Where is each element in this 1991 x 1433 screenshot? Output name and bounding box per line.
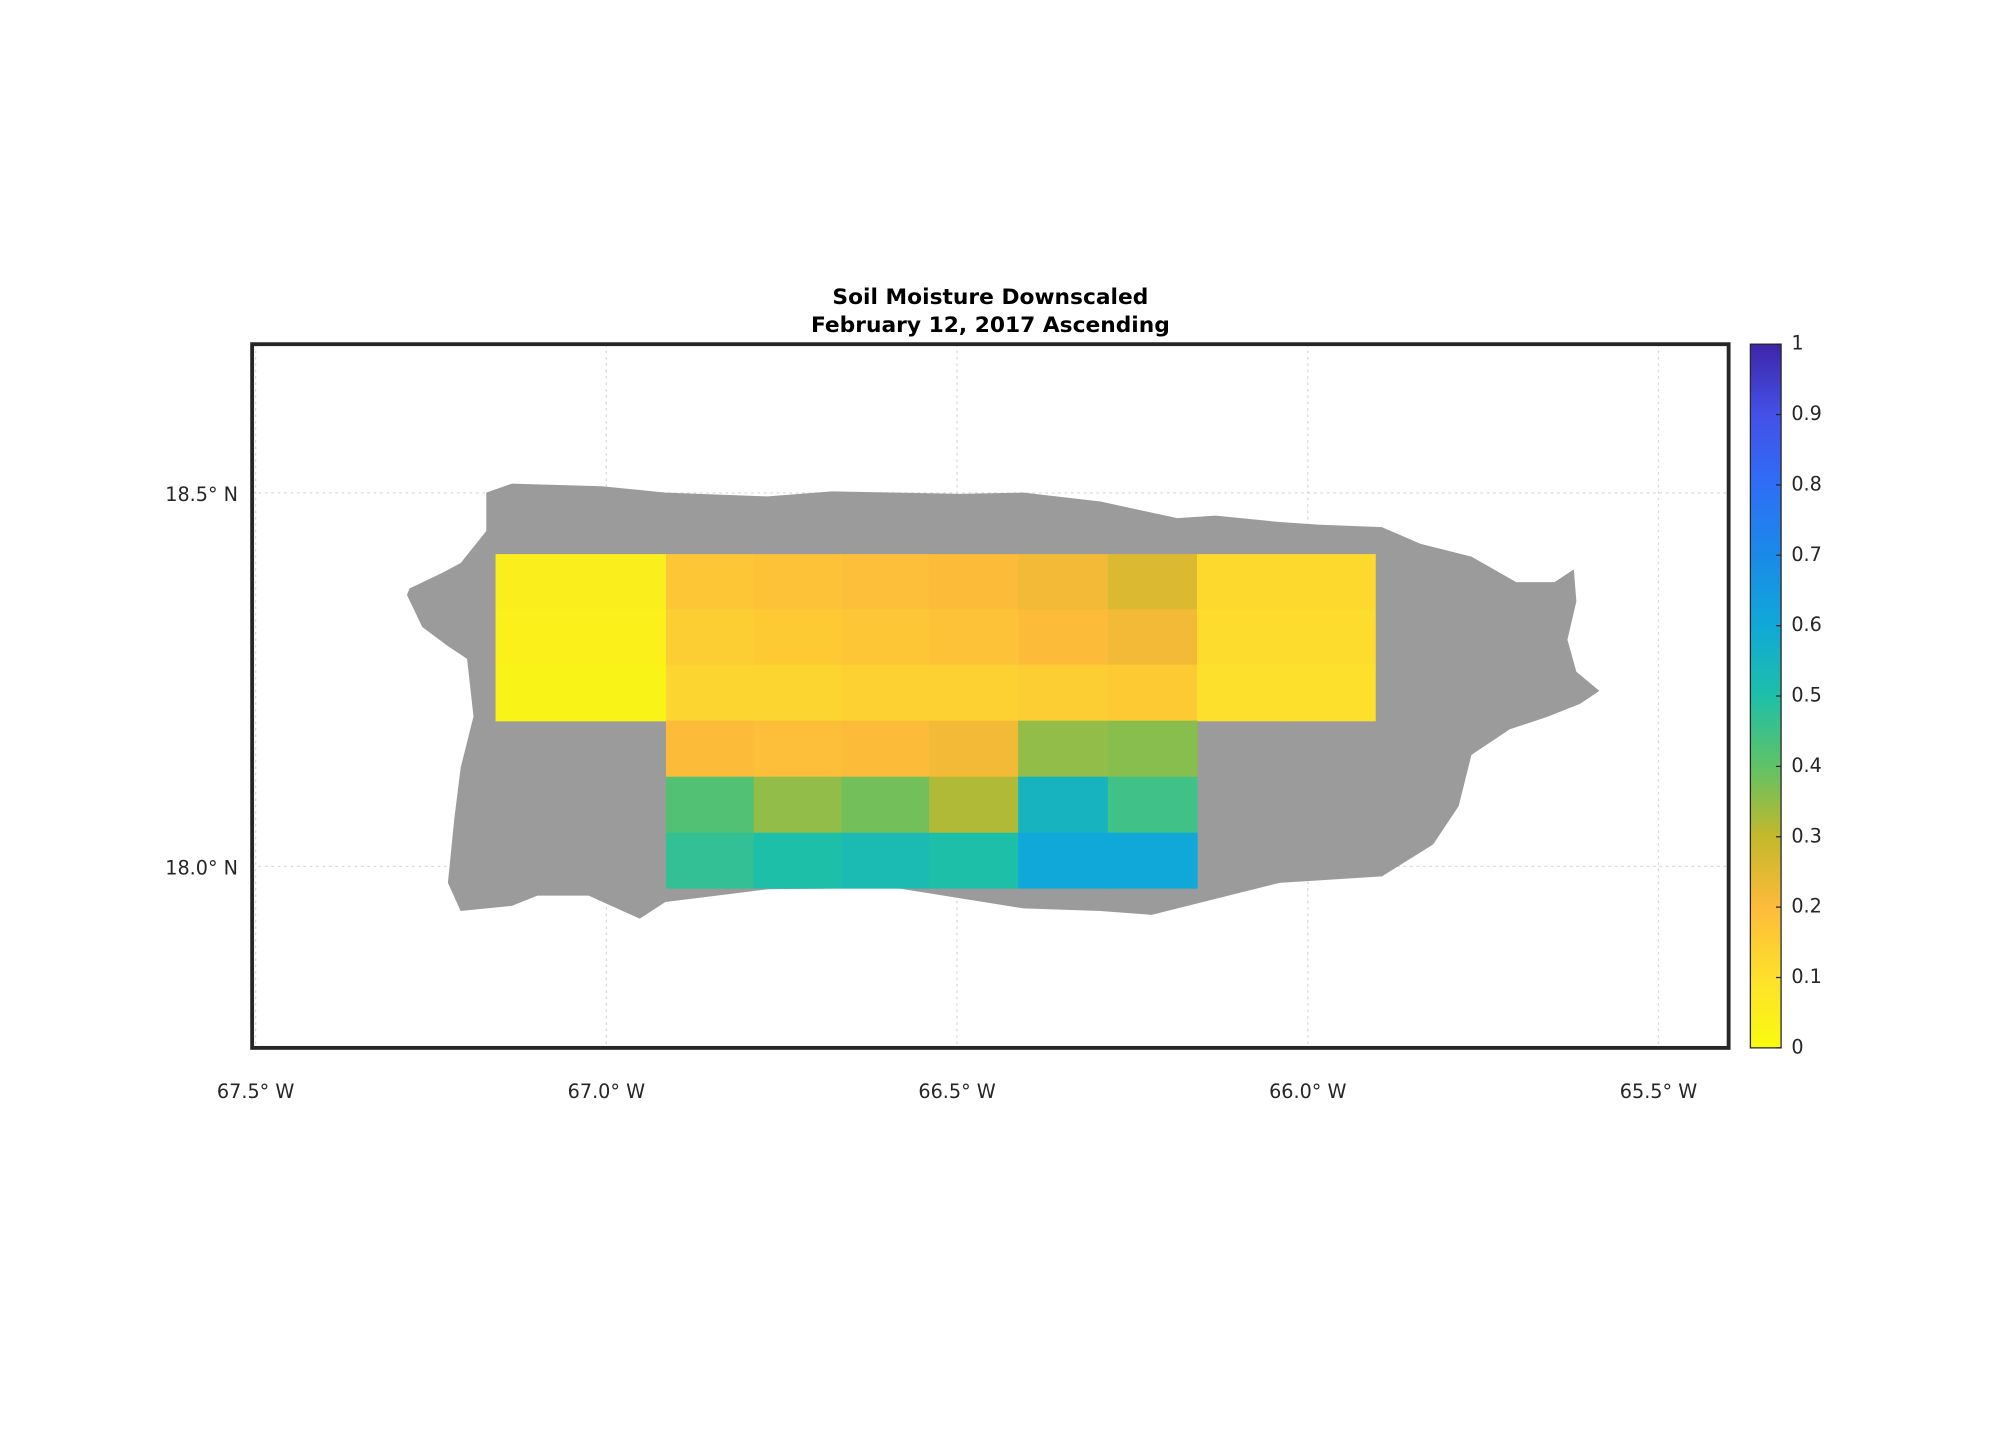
cell [495,664,582,722]
cell [929,554,1019,611]
cell [1018,776,1109,834]
cell [665,664,755,722]
cell [929,720,1019,778]
cell [929,776,1019,834]
cell [1018,554,1109,611]
colorbar-tick-label: 0.9 [1791,402,1822,425]
cell [1196,664,1288,722]
cell [1107,832,1198,889]
cell [1018,832,1109,889]
cell [841,664,930,722]
cell [929,664,1019,722]
cell [1107,776,1198,834]
colorbar-tick-label: 0.2 [1791,895,1822,918]
cell [1107,720,1198,778]
x-tick-label: 67.5° W [217,1080,294,1103]
cell [841,609,930,666]
cell [1196,554,1288,611]
cell [665,832,755,889]
colorbar-tick-label: 0.1 [1791,965,1822,988]
x-tick-label: 65.5° W [1620,1080,1697,1103]
colorbar-tick-label: 0.7 [1791,543,1822,566]
cell [495,609,582,666]
cell [1107,609,1198,666]
colorbar-tick-label: 0 [1791,1035,1803,1058]
cell [1107,664,1198,722]
cell [753,720,842,778]
cell [929,832,1019,889]
colorbar-tick-label: 0.3 [1791,824,1822,847]
data-cells [495,554,1376,889]
chart-subtitle: February 12, 2017 Ascending [811,313,1170,338]
x-tick-label: 66.0° W [1269,1080,1346,1103]
axes-frame [250,342,1731,1050]
tick-labels: 67.5° W 67.0° W 66.5° W 66.0° W 65.5° W 18.0°… [165,483,1697,1103]
cell [1018,664,1109,722]
cell [841,776,930,834]
cell [1286,609,1376,666]
cell [753,776,842,834]
colorbar-tick-label: 0.8 [1791,472,1822,495]
cell [1196,609,1288,666]
cell [753,664,842,722]
colorbar-tick-label: 0.6 [1791,613,1822,636]
colorbar-tick-label: 1 [1791,332,1803,355]
cell [1018,609,1109,666]
cell [841,720,930,778]
colorbar-tick-label: 0.4 [1791,754,1822,777]
cell [580,554,667,611]
cell [1286,664,1376,722]
cell [753,609,842,666]
cell [1018,720,1109,778]
cell [665,720,755,778]
y-tick-label: 18.5° N [165,483,238,506]
x-tick-label: 66.5° W [918,1080,995,1103]
colorbar: 0 0.1 0.2 0.3 0.4 0.5 0.6 0.7 0.8 0.9 1 [1749,332,1822,1058]
cell [665,609,755,666]
chart-title: Soil Moisture Downscaled [832,285,1148,310]
colorbar-tick-label: 0.5 [1791,684,1822,707]
cell [1286,554,1376,611]
cell [841,832,930,889]
x-tick-label: 67.0° W [568,1080,645,1103]
cell [580,609,667,666]
cell [753,832,842,889]
cell [495,554,582,611]
cell [665,776,755,834]
cell [753,554,842,611]
cell [665,554,755,611]
cell [580,664,667,722]
cell [841,554,930,611]
cell [1107,554,1198,611]
cell [929,609,1019,666]
y-tick-label: 18.0° N [165,856,238,879]
